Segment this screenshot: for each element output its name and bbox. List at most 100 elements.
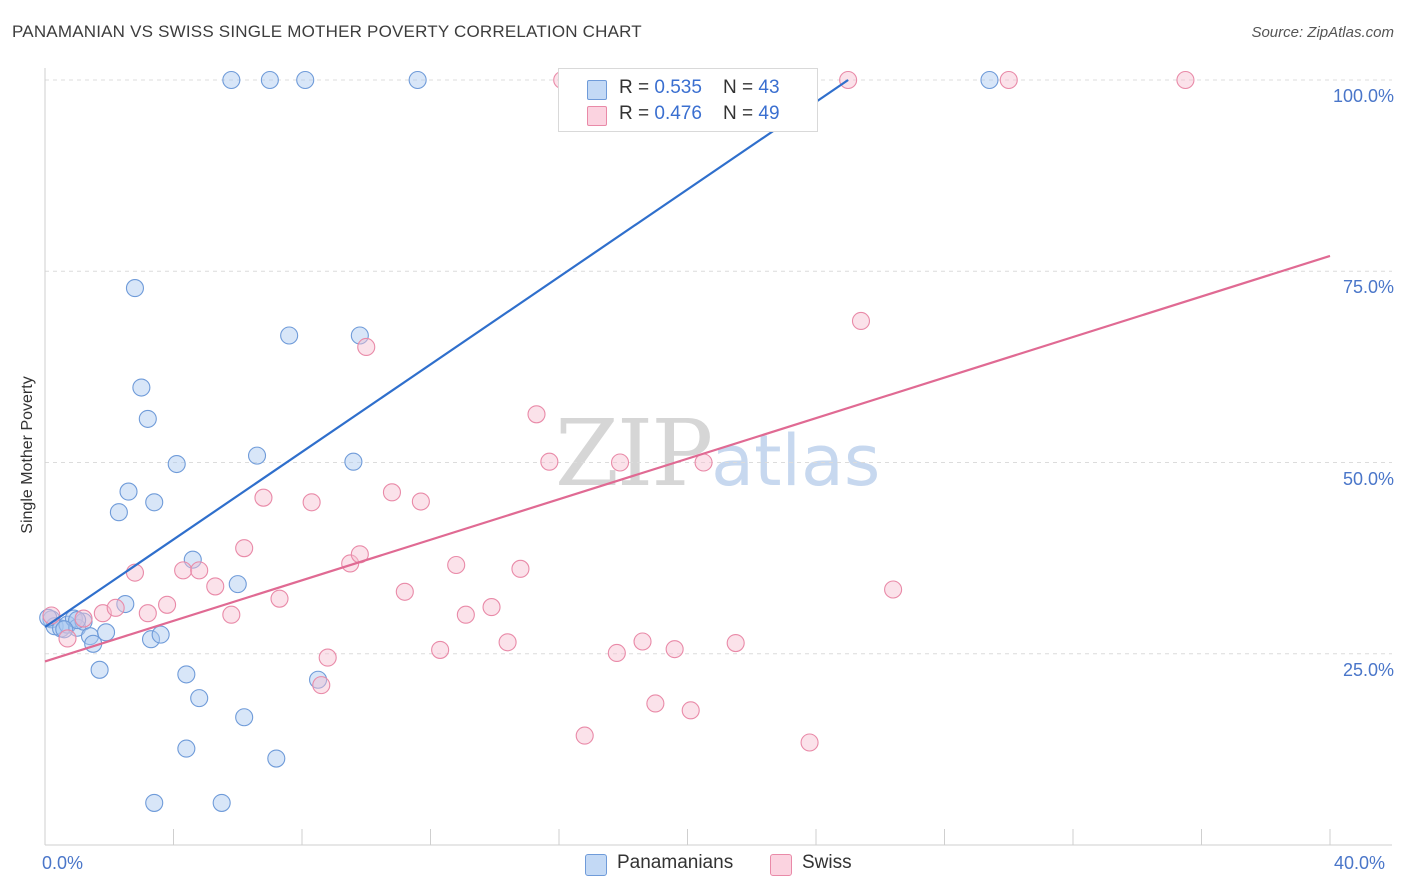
y-tick-label: 100.0%	[1332, 86, 1394, 106]
data-point-swiss	[665, 640, 684, 659]
trend-line-swiss	[44, 254, 1331, 663]
data-point-panamanians	[267, 749, 286, 768]
data-point-swiss	[411, 492, 430, 511]
trend-line-panamanians	[44, 79, 849, 628]
data-point-panamanians	[145, 793, 164, 812]
data-point-swiss	[726, 633, 745, 653]
legend-r-value: 0.476	[654, 103, 702, 124]
source-label: Source: ZipAtlas.com	[1251, 24, 1394, 41]
data-point-panamanians	[109, 503, 128, 522]
data-point-panamanians	[350, 326, 369, 345]
data-point-panamanians	[132, 378, 151, 397]
data-point-panamanians	[138, 409, 157, 428]
data-point-swiss	[607, 643, 626, 663]
data-point-panamanians	[177, 665, 196, 684]
data-point-swiss	[447, 555, 466, 575]
correlation-legend: R = 0.535 N = 43 R = 0.476 N = 49	[558, 68, 818, 132]
y-tick-label: 50.0%	[1342, 468, 1394, 489]
data-points	[39, 70, 1195, 812]
legend-r-label: R =	[619, 77, 655, 98]
data-point-panamanians	[408, 70, 427, 90]
legend-n-label: N =	[723, 77, 759, 98]
data-point-panamanians	[90, 660, 109, 679]
data-point-panamanians	[167, 454, 186, 474]
y-tick-label: 25.0%	[1342, 659, 1394, 680]
data-point-panamanians	[296, 70, 315, 90]
data-point-swiss	[395, 582, 414, 601]
data-point-swiss	[74, 609, 93, 628]
data-point-panamanians	[980, 70, 999, 90]
data-point-panamanians	[96, 623, 116, 642]
data-point-panamanians	[119, 482, 138, 501]
data-point-swiss	[800, 733, 819, 752]
data-point-swiss	[1176, 70, 1195, 90]
data-point-swiss	[540, 452, 559, 471]
data-point-panamanians	[260, 70, 279, 90]
data-point-swiss	[382, 483, 402, 502]
data-point-swiss	[633, 632, 652, 651]
data-point-swiss	[302, 493, 321, 512]
x-tick-label-min: 0.0%	[42, 853, 84, 873]
legend-r-value: 0.535	[654, 77, 702, 98]
data-point-panamanians	[151, 625, 170, 644]
x-tick-label-max: 40.0%	[1334, 853, 1386, 873]
data-point-swiss	[270, 589, 289, 608]
data-point-swiss	[511, 559, 530, 578]
data-point-swiss	[431, 640, 450, 659]
legend-swatch-panamanians	[585, 854, 607, 876]
data-point-swiss	[106, 598, 125, 617]
data-point-swiss	[254, 488, 273, 507]
data-point-swiss	[58, 629, 77, 648]
legend-n-value: 49	[758, 103, 780, 124]
legend-label-swiss: Swiss	[802, 852, 852, 873]
data-point-swiss	[312, 676, 331, 695]
data-point-panamanians	[222, 70, 241, 90]
legend-swatch-swiss	[587, 106, 607, 126]
data-point-panamanians	[235, 708, 254, 727]
data-point-panamanians	[177, 739, 196, 758]
series-legend: Panamanians Swiss	[0, 852, 1406, 880]
legend-r-label: R =	[619, 103, 655, 124]
data-point-swiss	[222, 605, 241, 624]
watermark: ZIPatlas	[555, 400, 880, 507]
legend-n-label: N =	[723, 103, 759, 124]
data-point-panamanians	[125, 279, 144, 298]
data-point-swiss	[357, 337, 376, 357]
data-point-panamanians	[309, 670, 328, 689]
data-point-panamanians	[247, 446, 267, 465]
chart-title: PANAMANIAN VS SWISS SINGLE MOTHER POVERT…	[12, 22, 642, 41]
y-axis-title: Single Mother Poverty	[19, 376, 36, 534]
data-point-swiss	[158, 595, 177, 614]
legend-swatch-panamanians	[587, 80, 607, 100]
data-point-swiss	[851, 311, 871, 331]
data-point-swiss	[482, 598, 501, 617]
data-point-panamanians	[280, 326, 299, 345]
legend-label-panamanians: Panamanians	[617, 852, 734, 873]
data-point-panamanians	[212, 793, 231, 812]
series-panamanians	[39, 70, 999, 812]
trend-lines	[44, 79, 1331, 663]
data-point-swiss	[456, 605, 475, 624]
data-point-swiss	[999, 70, 1018, 90]
data-point-swiss	[138, 604, 157, 623]
data-point-swiss	[884, 580, 903, 599]
data-point-panamanians	[141, 630, 161, 649]
data-point-panamanians	[228, 575, 247, 594]
data-point-panamanians	[116, 594, 135, 614]
data-point-panamanians	[145, 493, 164, 512]
data-point-swiss	[498, 633, 517, 652]
data-point-swiss	[235, 539, 254, 558]
data-point-swiss	[575, 726, 594, 745]
y-tick-label: 75.0%	[1342, 277, 1394, 298]
data-point-panamanians	[344, 452, 363, 471]
data-point-swiss	[610, 453, 630, 472]
data-point-swiss	[190, 561, 209, 580]
data-point-swiss	[646, 694, 665, 713]
watermark-atlas: atlas	[711, 420, 881, 502]
grid-lines	[45, 79, 1392, 655]
legend-swatch-swiss	[770, 854, 792, 876]
legend-n-value: 43	[758, 77, 780, 98]
data-point-swiss	[174, 561, 193, 580]
data-point-swiss	[206, 577, 225, 596]
